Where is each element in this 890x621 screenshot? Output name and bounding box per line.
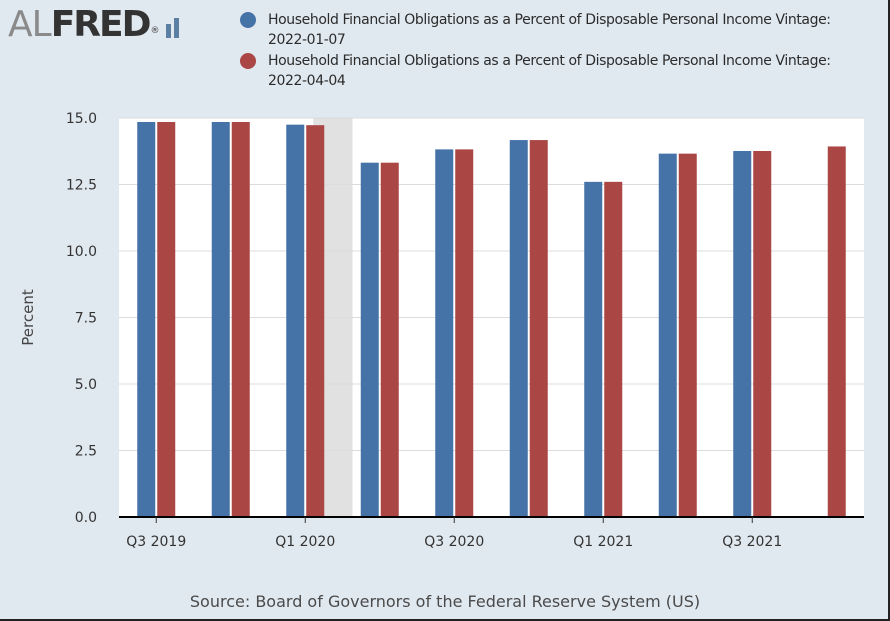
y-tick-label: 12.5 — [66, 178, 97, 194]
y-tick-label: 7.5 — [75, 311, 97, 327]
legend-item-series-2[interactable]: Household Financial Obligations as a Per… — [240, 51, 870, 91]
bar-series-2 — [455, 149, 474, 517]
bar-series-1 — [733, 150, 752, 517]
y-tick-label: 0.0 — [75, 510, 97, 526]
x-tick-label: Q3 2021 — [722, 534, 782, 550]
legend-marker-series-2 — [240, 53, 256, 69]
x-tick-label: Q3 2019 — [126, 534, 186, 550]
bar-series-2 — [604, 181, 623, 517]
bar-series-2 — [231, 121, 250, 518]
x-tick-label: Q1 2020 — [275, 534, 335, 550]
x-tick-label: Q1 2021 — [573, 534, 633, 550]
bar-series-2 — [753, 150, 772, 517]
bar-series-2 — [380, 162, 399, 518]
legend-label-series-1: Household Financial Obligations as a Per… — [268, 12, 831, 48]
bar-series-2 — [529, 140, 548, 517]
alfred-logo[interactable]: AL FRED ® — [8, 3, 181, 45]
legend-marker-series-1 — [240, 12, 256, 28]
bar-series-2 — [827, 146, 846, 517]
logo-fred-text: FRED — [50, 3, 152, 45]
chart-legend: Household Financial Obligations as a Per… — [240, 10, 870, 92]
source-note: Source: Board of Governors of the Federa… — [189, 592, 701, 611]
bar-series-1 — [658, 153, 677, 518]
logo-bars-icon — [166, 18, 180, 38]
x-tick-label: Q3 2020 — [424, 534, 484, 550]
y-tick-label: 15.0 — [66, 111, 97, 127]
y-tick-label: 2.5 — [75, 444, 97, 460]
legend-label-series-2: Household Financial Obligations as a Per… — [268, 53, 831, 89]
bar-series-1 — [509, 140, 528, 517]
y-axis-label: Percent — [19, 289, 37, 346]
bar-series-1 — [435, 149, 454, 517]
bar-series-1 — [584, 181, 603, 517]
bar-series-1 — [286, 124, 305, 518]
logo-al-text: AL — [8, 3, 52, 45]
legend-item-series-1[interactable]: Household Financial Obligations as a Per… — [240, 10, 870, 50]
y-tick-label: 5.0 — [75, 377, 97, 393]
y-tick-label: 10.0 — [66, 244, 97, 260]
bar-series-1 — [360, 162, 379, 518]
bar-series-1 — [137, 121, 156, 518]
bar-series-1 — [211, 121, 230, 518]
bar-series-2 — [678, 153, 697, 518]
bar-series-2 — [306, 125, 325, 517]
logo-registered-mark: ® — [150, 26, 160, 36]
bar-series-2 — [157, 121, 176, 518]
